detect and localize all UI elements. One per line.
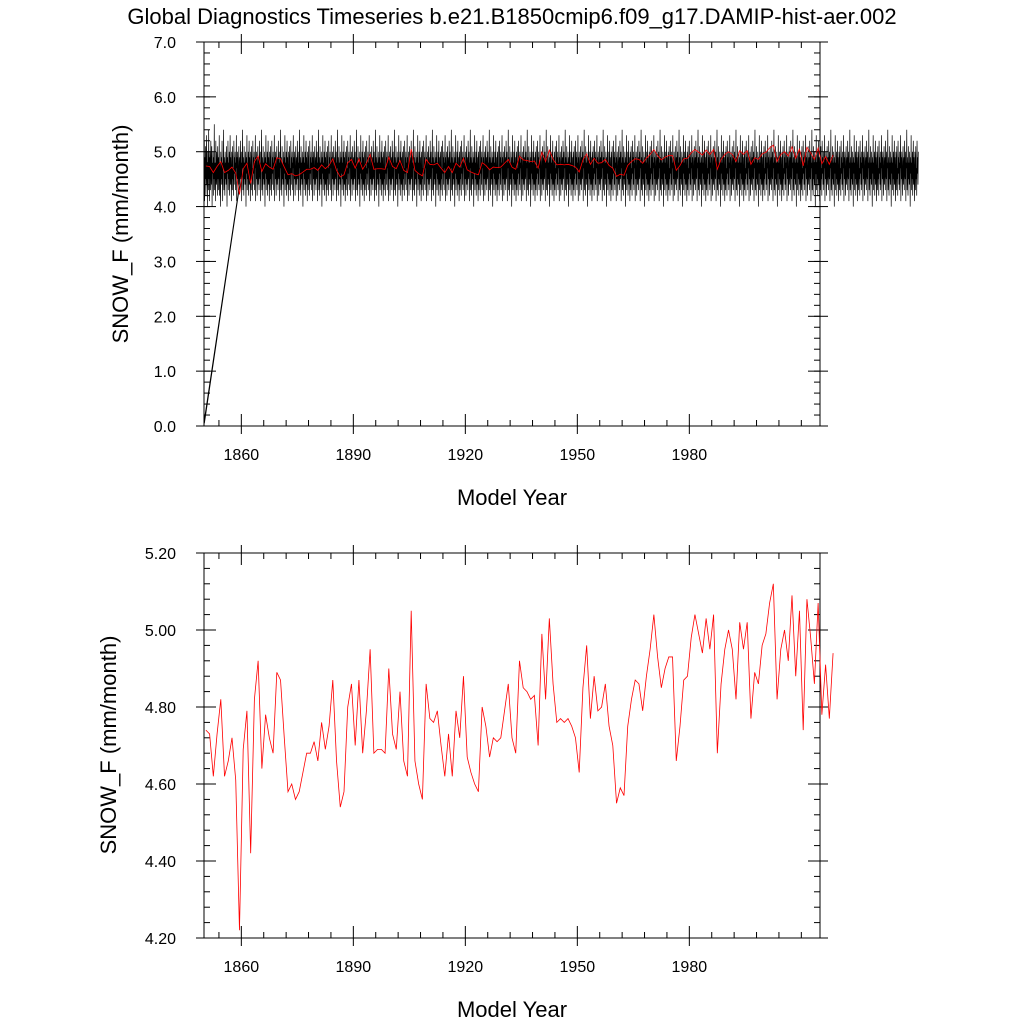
top-ytick-label: 5.0 — [154, 145, 176, 162]
bottom-xtick-label: 1890 — [336, 959, 372, 976]
top-ytick-label: 7.0 — [154, 35, 176, 52]
bottom-tick-labels: 1860 1890 1920 1950 1980 4.20 4.40 4.60 4.80 5.00… — [145, 546, 707, 976]
top-xtick-label: 1920 — [448, 447, 484, 464]
figure-title: Global Diagnostics Timeseries b.e21.B185… — [127, 4, 896, 29]
top-xtick-label: 1950 — [560, 447, 596, 464]
top-ylabel: SNOW_F (mm/month) — [108, 125, 133, 344]
bottom-xtick-label: 1920 — [448, 959, 484, 976]
bottom-plot-frame — [203, 552, 821, 939]
top-panel: 1860 1890 1920 1950 1980 0.0 1.0 2.0 3.0 4.0 5.0 6.… — [108, 34, 919, 510]
top-xtick-label: 1860 — [224, 447, 260, 464]
bottom-xtick-label: 1980 — [672, 959, 708, 976]
bottom-ytick-label: 4.20 — [145, 931, 176, 948]
top-series-monthly-line — [203, 124, 919, 207]
bottom-ytick-label: 4.60 — [145, 777, 176, 794]
top-ytick-label: 6.0 — [154, 90, 176, 107]
bottom-ytick-label: 4.40 — [145, 854, 176, 871]
bottom-panel: 1860 1890 1920 1950 1980 4.20 4.40 4.60 4.80 5.00… — [96, 545, 834, 1022]
top-ytick-label: 0.0 — [154, 419, 176, 436]
bottom-ytick-label: 5.20 — [145, 546, 176, 563]
top-plot-frame — [203, 41, 821, 427]
top-initial-trace — [203, 184, 241, 424]
top-series-annual-line — [205, 144, 834, 195]
top-xlabel: Model Year — [457, 485, 567, 510]
bottom-series-layer — [205, 583, 834, 931]
top-xtick-label: 1980 — [672, 447, 708, 464]
top-tick-labels: 1860 1890 1920 1950 1980 0.0 1.0 2.0 3.0 4.0 5.0 6.… — [154, 35, 707, 464]
bottom-xtick-label: 1860 — [224, 959, 260, 976]
bottom-ytick-label: 4.80 — [145, 700, 176, 717]
bottom-series-annual-line — [205, 583, 834, 931]
bottom-ytick-label: 5.00 — [145, 623, 176, 640]
top-ticks — [196, 34, 828, 434]
bottom-ylabel: SNOW_F (mm/month) — [96, 636, 121, 855]
top-series-layer — [203, 124, 919, 424]
bottom-xtick-label: 1950 — [560, 959, 596, 976]
top-ytick-label: 2.0 — [154, 309, 176, 326]
top-xtick-label: 1890 — [336, 447, 372, 464]
bottom-ticks — [196, 545, 828, 946]
top-ytick-label: 4.0 — [154, 200, 176, 217]
bottom-xlabel: Model Year — [457, 997, 567, 1022]
top-ytick-label: 1.0 — [154, 364, 176, 381]
top-ytick-label: 3.0 — [154, 254, 176, 271]
